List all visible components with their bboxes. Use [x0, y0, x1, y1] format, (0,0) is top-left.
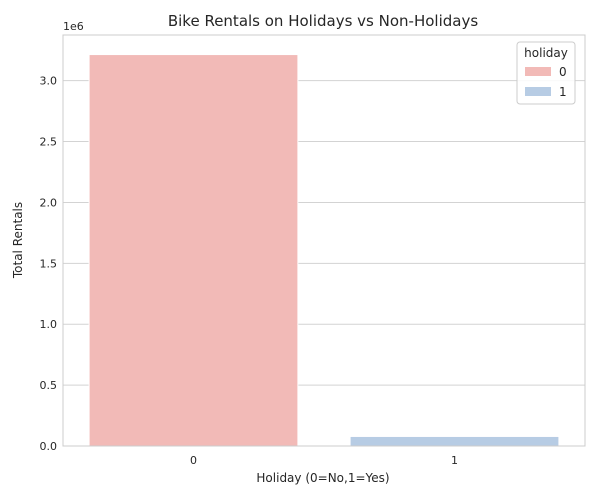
bars — [88, 54, 560, 447]
x-tick-label: 0 — [190, 454, 197, 467]
y-axis-label: Total Rentals — [11, 202, 25, 279]
x-axis-label: Holiday (0=No,1=Yes) — [256, 471, 389, 485]
y-tick-label: 2.0 — [40, 196, 58, 209]
legend-swatch — [525, 67, 551, 76]
y-tick-label: 3.0 — [40, 75, 58, 88]
y-tick-label: 0.0 — [40, 440, 58, 453]
legend-label: 0 — [559, 65, 567, 79]
y-tick-label: 0.5 — [40, 379, 58, 392]
plot-frame — [62, 34, 586, 447]
axes: 0.0 0.5 1.0 1.5 2.0 2.5 3.0 0 1 — [40, 34, 586, 467]
y-tick-label: 1.5 — [40, 257, 58, 270]
legend-label: 1 — [559, 85, 567, 99]
y-tick-label: 1.0 — [40, 318, 58, 331]
y-axis-offset-text: 1e6 — [63, 20, 84, 33]
legend-swatch — [525, 87, 551, 96]
bar-0 — [88, 54, 299, 447]
legend: holiday 0 1 — [516, 41, 576, 105]
chart-title: Bike Rentals on Holidays vs Non-Holidays — [168, 12, 478, 30]
y-tick-label: 2.5 — [40, 136, 58, 149]
x-tick-label: 1 — [451, 454, 458, 467]
bar-1 — [349, 435, 560, 447]
legend-title: holiday — [524, 46, 568, 60]
